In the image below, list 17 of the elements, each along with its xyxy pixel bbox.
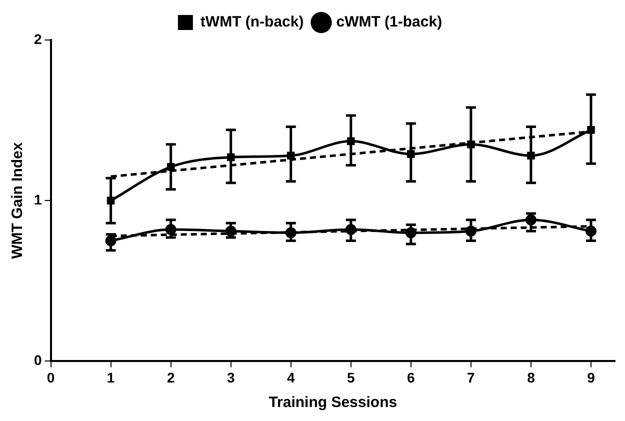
- x-axis-title: Training Sessions: [268, 394, 398, 412]
- x-tick-label: 6: [407, 369, 416, 386]
- x-tick-label: 8: [527, 369, 536, 386]
- x-tick-label: 2: [166, 369, 175, 386]
- legend-label: cWMT (1-back): [336, 14, 442, 31]
- x-tick-label: 0: [46, 369, 55, 386]
- x-tick-label: 1: [106, 369, 115, 386]
- x-tick-label: 3: [226, 369, 235, 386]
- x-tick-label: 7: [467, 369, 476, 386]
- y-tick-label: 0: [34, 352, 42, 368]
- y-tick-label: 2: [34, 30, 42, 47]
- y-tick-label: 1: [34, 191, 42, 208]
- x-tick-label: 5: [347, 369, 355, 386]
- y-axis-title: WMT Gain Index: [9, 142, 26, 259]
- legend-label: tWMT (n-back): [200, 14, 304, 31]
- x-tick-label: 4: [286, 369, 295, 386]
- x-tick-label: 9: [587, 369, 596, 386]
